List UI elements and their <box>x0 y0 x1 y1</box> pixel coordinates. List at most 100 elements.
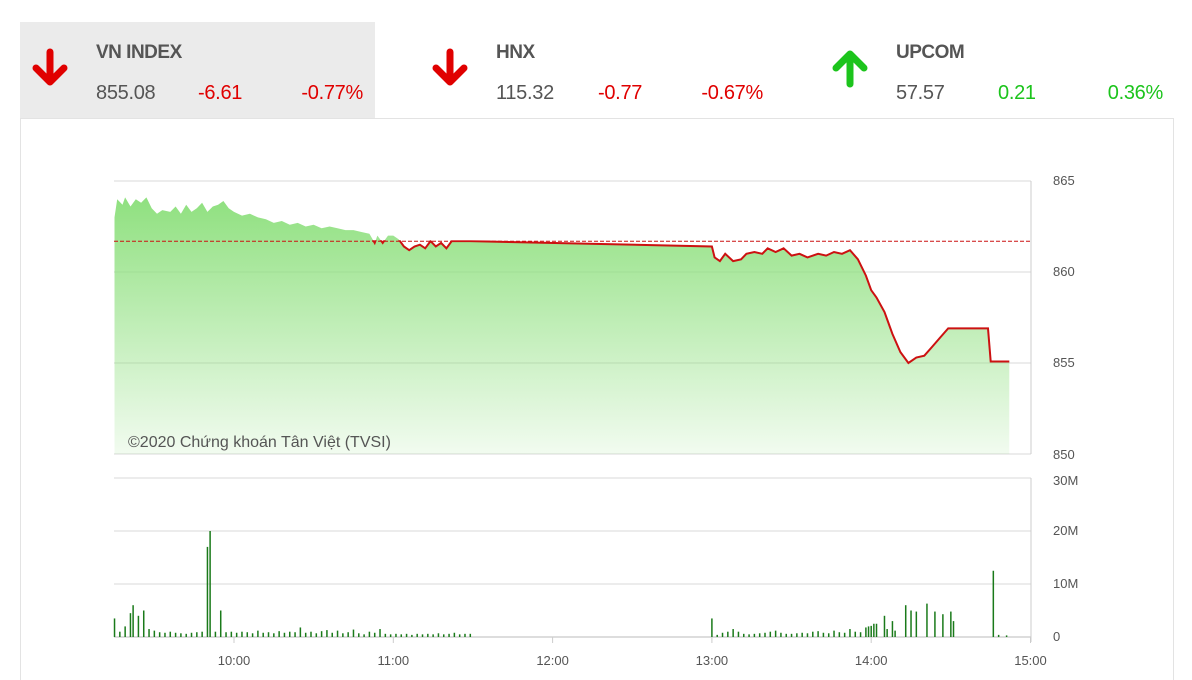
volume-bar <box>769 631 772 637</box>
volume-bar <box>910 610 912 637</box>
index-change: -6.61 <box>198 82 243 104</box>
volume-tick-label: 20M <box>1053 523 1078 538</box>
volume-bar <box>721 632 724 637</box>
volume-bar <box>894 630 896 637</box>
volume-bar <box>190 632 193 637</box>
volume-bar <box>432 634 434 637</box>
copyright-text: ©2020 Chứng khoán Tân Việt (TVSI) <box>128 434 391 451</box>
volume-bar <box>421 634 424 637</box>
volume-bar <box>235 632 238 637</box>
time-tick-label: 11:00 <box>378 653 410 668</box>
index-card-vn-index[interactable]: VN INDEX 855.08 -6.61 -0.77% <box>20 22 375 118</box>
volume-bar <box>790 633 793 637</box>
volume-bar <box>336 630 339 637</box>
volume-bar <box>209 531 211 637</box>
volume-bar <box>363 634 365 637</box>
volume-bar <box>129 613 132 637</box>
volume-bar <box>267 632 270 637</box>
volume-bar <box>854 631 857 637</box>
volume-bar <box>206 546 209 637</box>
arrow-up-icon <box>832 50 868 88</box>
volume-bar <box>427 633 429 637</box>
volume-bar <box>904 605 907 637</box>
volume-bar <box>294 632 296 637</box>
index-value: 115.32 <box>496 82 554 104</box>
volume-bar <box>142 610 145 637</box>
volume-bar <box>113 618 116 637</box>
volume-bar <box>873 623 875 637</box>
volume-bar <box>246 632 249 637</box>
volume-bar <box>785 633 787 637</box>
volume-bar <box>164 632 166 637</box>
volume-bar <box>395 633 397 637</box>
volume-bar <box>796 633 798 637</box>
volume-bar <box>469 633 472 637</box>
index-summary-bar: VN INDEX 855.08 -6.61 -0.77% HNX 115.32 … <box>20 22 1180 118</box>
volume-bar <box>859 632 862 637</box>
index-percent: 0.36% <box>1107 82 1164 104</box>
volume-bar <box>1005 635 1008 637</box>
price-tick-label: 855 <box>1053 355 1075 370</box>
volume-bar <box>331 632 333 637</box>
volume-bar <box>453 632 456 637</box>
price-tick-label: 850 <box>1053 447 1075 462</box>
index-change: -0.77 <box>598 82 643 104</box>
time-tick-label: 10:00 <box>218 653 251 668</box>
volume-bar <box>915 611 918 637</box>
volume-bar <box>727 631 729 637</box>
volume-bar <box>278 631 280 637</box>
volume-bar <box>849 629 851 637</box>
volume-bar <box>934 611 936 637</box>
volume-bar <box>201 631 203 637</box>
volume-tick-label: 0 <box>1053 629 1060 644</box>
volume-bar <box>743 633 745 637</box>
volume-tick-label: 10M <box>1053 576 1078 591</box>
volume-bar <box>458 634 461 637</box>
volume-bar <box>148 629 150 637</box>
chart-panel: 865 860 855 850 30M 20M 10M 0 10:00 11:00 12:00 13:… <box>20 118 1174 680</box>
index-card-hnx[interactable]: HNX 115.32 -0.77 -0.67% <box>420 22 775 118</box>
volume-bar <box>251 633 254 637</box>
volume-bar <box>389 634 392 637</box>
index-card-upcom[interactable]: UPCOM 57.57 0.21 0.36% <box>820 22 1175 118</box>
volume-bar <box>732 629 734 637</box>
volume-bar <box>180 633 182 637</box>
volume-bar <box>870 625 872 637</box>
volume-bar <box>320 631 323 637</box>
price-area <box>114 197 1010 454</box>
index-name: UPCOM <box>896 42 965 63</box>
volume-bar <box>347 632 349 637</box>
volume-bar <box>737 631 740 637</box>
intraday-chart: 865 860 855 850 30M 20M 10M 0 10:00 11:00 12:00 13:… <box>113 173 1078 668</box>
index-change: 0.21 <box>998 82 1036 104</box>
volume-bar <box>437 633 440 637</box>
volume-bar <box>822 632 825 637</box>
time-tick-label: 13:00 <box>696 653 729 668</box>
volume-bar <box>384 633 387 637</box>
volume-bar <box>132 605 134 637</box>
volume-bar <box>748 634 750 637</box>
volume-bar <box>174 632 177 637</box>
volume-bar <box>153 630 156 637</box>
arrow-down-icon <box>32 48 68 86</box>
volume-bar <box>833 630 835 637</box>
time-tick-label: 14:00 <box>855 653 888 668</box>
volume-bar <box>373 632 376 637</box>
volume-bar <box>411 634 413 637</box>
index-percent: -0.67% <box>701 82 763 104</box>
volume-tick-label: 30M <box>1053 473 1078 488</box>
volume-bar <box>400 634 403 637</box>
volume-bar <box>867 626 870 637</box>
volume-bar <box>806 633 809 637</box>
volume-bar <box>158 632 161 637</box>
volume-bar <box>883 615 886 637</box>
volume-bar <box>827 633 830 637</box>
volume-bar <box>942 614 944 637</box>
index-percent: -0.77% <box>301 82 363 104</box>
volume-bar <box>753 633 756 637</box>
volume-bar <box>326 630 328 637</box>
price-tick-label: 860 <box>1053 264 1075 279</box>
arrow-down-icon <box>432 48 468 86</box>
volume-bar <box>137 615 140 637</box>
volume-bar <box>358 633 360 637</box>
